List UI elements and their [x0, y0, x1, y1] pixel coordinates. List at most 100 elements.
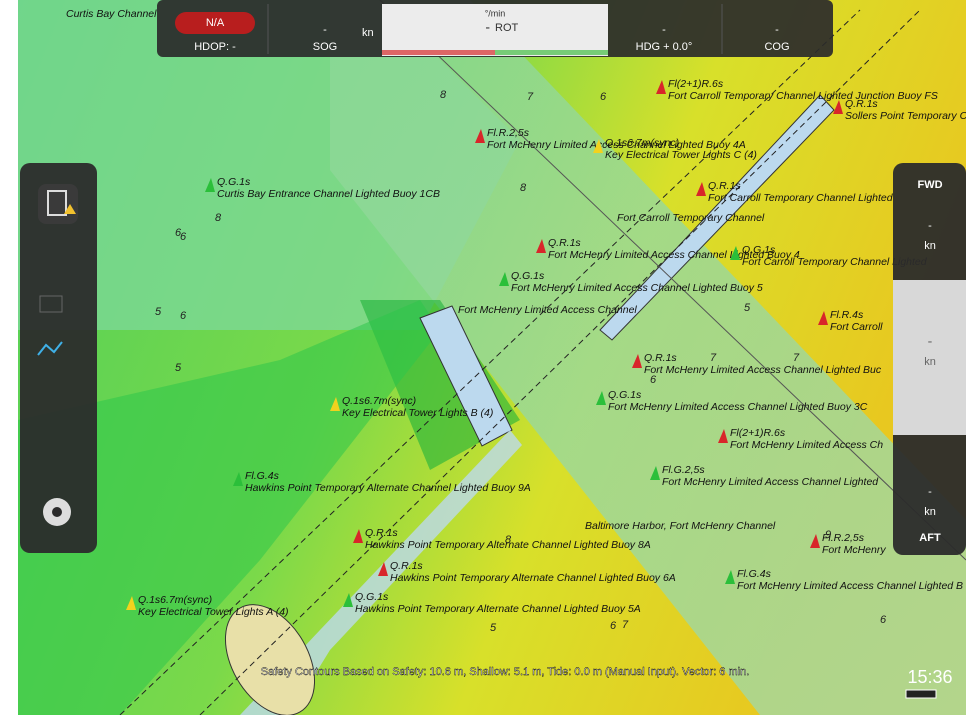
rot-value: -: [485, 19, 490, 35]
light-characteristic: Q.R.1s: [644, 352, 677, 364]
margin: [0, 0, 18, 715]
battery: [905, 689, 937, 699]
sounding: 9: [825, 529, 831, 541]
buoy: [353, 529, 363, 543]
channel-line: [379, 0, 966, 561]
light-characteristic: Fl.G.2,5s: [662, 464, 705, 476]
light-characteristic: Q.R.1s: [845, 98, 878, 110]
checklist-icon: [47, 190, 67, 216]
sounding: 7: [710, 352, 717, 364]
channel-line: [199, 9, 921, 715]
buoy: [818, 311, 828, 325]
sounding: 6: [610, 620, 617, 632]
cog-value: -: [775, 24, 779, 36]
sounding: 6: [650, 374, 657, 386]
channel-area: [599, 94, 835, 341]
sounding: 5: [155, 306, 162, 318]
light-characteristic: Q.R.1s: [708, 180, 741, 192]
buoy: [696, 182, 706, 196]
light-characteristic: Q.1s6.7m(sync): [138, 594, 212, 606]
chart-label: Curtis Bay Channel: [66, 8, 157, 20]
graph-button[interactable]: [39, 295, 63, 313]
buoy: [650, 466, 660, 480]
chart-label: Fort Carroll Temporary Channel Lighted J…: [668, 90, 938, 102]
chart-label: Key Electrical Tower Lights C (4): [605, 149, 757, 161]
chart-label: Sollers Point Temporary Channel: [845, 110, 966, 122]
sog-unit: kn: [362, 27, 374, 39]
chart-label: Fort McHenry: [822, 544, 886, 556]
sounding: 8: [520, 182, 527, 194]
buoy: [126, 596, 136, 610]
light-characteristic: Q.G.1s: [742, 244, 776, 256]
sog-value: -: [323, 24, 327, 36]
chart-label: Fort McHenry Limited Access Channel Ligh…: [608, 401, 868, 413]
sounding: 8: [215, 212, 222, 224]
chart-label: Fort McHenry Limited Access Channel Ligh…: [511, 282, 763, 294]
buoy: [233, 472, 243, 486]
gps-status-badge[interactable]: [175, 12, 255, 34]
chart-label: Fort McHenry Limited Access Channel: [458, 304, 637, 316]
buoy: [593, 139, 603, 153]
chart-label: Fort Carroll Temporary Channel: [617, 212, 765, 224]
buoy: [536, 239, 546, 253]
light-characteristic: Q.R.1s: [365, 527, 398, 539]
buoy: [378, 562, 388, 576]
speed-unit: kn: [924, 240, 936, 252]
sounding: 6: [600, 91, 607, 103]
light-characteristic: Fl(2+1)R.6s: [730, 427, 786, 439]
light-characteristic: Fl(2+1)R.6s: [668, 78, 724, 90]
chart-label: Hawkins Point Temporary Alternate Channe…: [390, 572, 676, 584]
chart-label: Fort Carroll Temporary Channel Lighted: [742, 256, 928, 268]
light-characteristic: Fl.G.4s: [737, 568, 772, 580]
chart-label: Fort McHenry Limited Access Channel Ligh…: [737, 580, 963, 592]
buoy: [810, 534, 820, 548]
light-characteristic: Q.R.1s: [548, 237, 581, 249]
buoy: [632, 354, 642, 368]
left-panel: [20, 163, 97, 553]
sounding: 6: [880, 614, 887, 626]
buoy: [596, 391, 606, 405]
chart-label: Key Electrical Tower Lights A (4): [138, 606, 289, 618]
rot-unit: °/min: [485, 8, 506, 18]
sounding: 8: [505, 534, 512, 546]
speed-slider[interactable]: [893, 280, 966, 435]
safety-contours: Safety Contours Based on Safety: 10.6 m,…: [261, 666, 750, 678]
speed-value: -: [928, 333, 933, 349]
warning-icon: [64, 204, 76, 214]
sounding: 7: [622, 619, 629, 631]
buoy: [656, 80, 666, 94]
light-characteristic: Q.1s6.7m(sync): [605, 137, 679, 149]
chart-label: Key Electrical Tower Lights B (4): [342, 407, 493, 419]
channel-band: [330, 0, 966, 715]
hdg-value: -: [662, 24, 666, 36]
buoy: [718, 429, 728, 443]
rot-starboard: [495, 50, 608, 55]
light-characteristic: Fl.R.4s: [830, 309, 864, 321]
chart-label: Baltimore Harbor, Fort McHenry Channel: [585, 520, 776, 532]
clock: 15:36: [907, 667, 952, 687]
sounding: 5: [490, 622, 497, 634]
light-characteristic: Fl.R.2,5s: [822, 532, 865, 544]
settings-hole: [52, 507, 62, 517]
chart-label: Fort McHenry Limited Access Channel Ligh…: [644, 364, 882, 376]
route-button[interactable]: [37, 341, 63, 356]
chart-label: Hawkins Point Temporary Alternate Channe…: [355, 603, 641, 615]
rot-gauge: [382, 4, 608, 56]
speed-unit: kn: [924, 506, 936, 518]
chart-label: Hawkins Point Temporary Alternate Channe…: [365, 539, 651, 551]
buoy: [730, 246, 740, 260]
chart-label: Fort McHenry Limited Access Channel Ligh…: [662, 476, 879, 488]
buoy: [330, 397, 340, 411]
sounding: 5: [175, 362, 182, 374]
buoy: [205, 178, 215, 192]
buoy: [833, 100, 843, 114]
rot-label: ROT: [495, 22, 519, 34]
light-characteristic: Q.G.1s: [355, 591, 389, 603]
hdop: HDOP: -: [194, 41, 236, 53]
buoy: [475, 129, 485, 143]
chart-label: Fort Carroll: [830, 321, 883, 333]
sog-label: SOG: [313, 41, 337, 53]
speed-value: -: [928, 220, 932, 232]
chart-label: Curtis Bay Entrance Channel Lighted Buoy…: [217, 188, 440, 200]
